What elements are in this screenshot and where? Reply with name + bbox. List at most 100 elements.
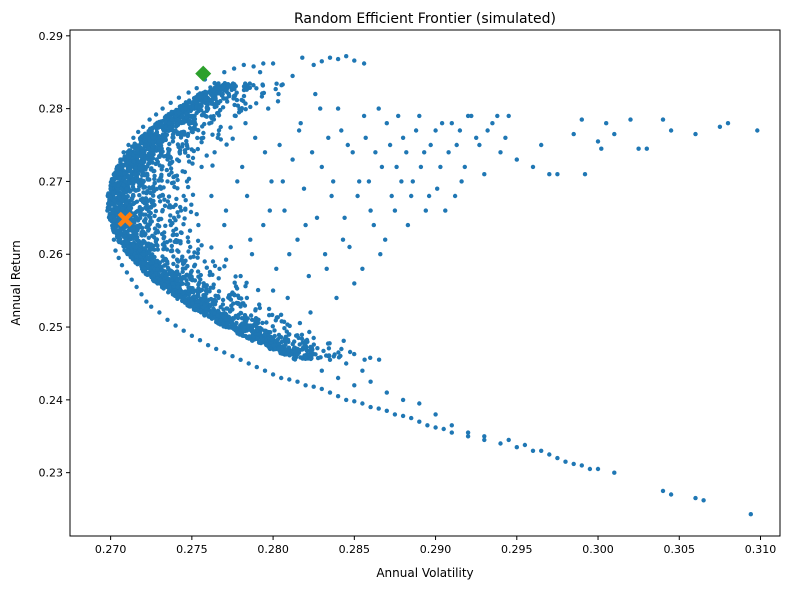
portfolio-point (222, 350, 227, 355)
portfolio-point (140, 252, 146, 257)
portfolio-point (146, 146, 151, 151)
portfolio-point (122, 171, 127, 176)
portfolio-point (165, 199, 171, 204)
portfolio-point (223, 257, 229, 262)
portfolio-point (204, 265, 209, 270)
max-sharpe-marker (195, 65, 212, 82)
portfolio-point (177, 289, 182, 294)
portfolio-point (262, 332, 267, 337)
portfolio-point (190, 192, 196, 197)
portfolio-point (149, 247, 154, 252)
portfolio-point (352, 383, 357, 388)
portfolio-point (162, 203, 168, 208)
portfolio-point (304, 347, 309, 353)
portfolio-point (175, 210, 180, 215)
portfolio-point (135, 235, 140, 240)
portfolio-point (196, 286, 201, 291)
portfolio-point (201, 135, 206, 140)
portfolio-point (495, 113, 500, 119)
portfolio-point (273, 318, 278, 323)
portfolio-point (188, 125, 193, 131)
portfolio-point (137, 193, 142, 198)
portfolio-point (362, 357, 367, 362)
portfolio-point (178, 204, 183, 210)
portfolio-point (161, 236, 166, 241)
portfolio-point (135, 154, 140, 159)
x-tick-label: 0.295 (501, 543, 533, 556)
portfolio-point (539, 142, 544, 148)
portfolio-point (530, 164, 536, 170)
portfolio-point (225, 85, 231, 90)
portfolio-point (189, 129, 194, 134)
portfolio-point (198, 308, 203, 314)
portfolio-point (308, 356, 313, 362)
portfolio-point (315, 346, 320, 351)
portfolio-point (612, 470, 617, 475)
portfolio-point (203, 96, 208, 102)
portfolio-point (313, 352, 318, 357)
portfolio-point (272, 328, 277, 333)
portfolio-point (433, 128, 438, 133)
portfolio-point (117, 176, 122, 181)
portfolio-point (182, 300, 188, 305)
portfolio-point (350, 150, 355, 155)
portfolio-point (195, 238, 201, 243)
portfolio-point (175, 157, 180, 162)
portfolio-point (214, 346, 219, 352)
portfolio-point (134, 244, 139, 250)
portfolio-point (292, 357, 298, 362)
portfolio-point (220, 321, 226, 326)
portfolio-point (163, 273, 169, 279)
portfolio-point (152, 187, 157, 192)
portfolio-point (170, 281, 175, 286)
portfolio-point (587, 466, 593, 472)
portfolio-point (130, 177, 135, 183)
portfolio-point (300, 55, 305, 60)
portfolio-point (218, 107, 223, 113)
portfolio-point (174, 196, 179, 202)
portfolio-point (279, 339, 284, 345)
portfolio-point (186, 288, 191, 293)
portfolio-point (135, 147, 140, 153)
portfolio-point (216, 132, 221, 137)
portfolio-point (134, 284, 139, 290)
portfolio-point (321, 348, 326, 354)
portfolio-point (133, 166, 138, 171)
portfolio-point (165, 279, 170, 285)
portfolio-point (204, 114, 209, 119)
portfolio-point (124, 270, 130, 275)
portfolio-point (306, 273, 311, 279)
portfolio-point (187, 228, 193, 233)
portfolio-point (226, 92, 231, 97)
portfolio-point (344, 361, 349, 366)
portfolio-point (272, 333, 277, 339)
portfolio-point (150, 135, 156, 140)
portfolio-point (154, 131, 159, 136)
portfolio-point (195, 269, 201, 274)
portfolio-point (156, 139, 161, 144)
portfolio-point (195, 251, 200, 256)
portfolio-point (145, 177, 151, 182)
portfolio-point (199, 140, 204, 145)
portfolio-point (266, 106, 271, 111)
portfolio-point (124, 186, 130, 191)
portfolio-point (345, 142, 350, 148)
portfolio-point (181, 275, 186, 281)
portfolio-point (599, 146, 604, 151)
portfolio-point (129, 255, 134, 260)
portfolio-point (248, 237, 253, 242)
portfolio-point (288, 352, 293, 357)
portfolio-point (184, 282, 189, 287)
x-tick-label: 0.275 (176, 543, 208, 556)
portfolio-point (173, 128, 178, 133)
portfolio-point (133, 188, 138, 193)
portfolio-point (207, 269, 213, 275)
portfolio-point (232, 280, 237, 285)
portfolio-point (146, 209, 151, 214)
portfolio-point (449, 121, 454, 126)
portfolio-point (368, 404, 373, 410)
portfolio-point (195, 255, 200, 260)
portfolio-point (344, 397, 349, 403)
portfolio-point (173, 202, 178, 208)
portfolio-point (171, 215, 177, 220)
